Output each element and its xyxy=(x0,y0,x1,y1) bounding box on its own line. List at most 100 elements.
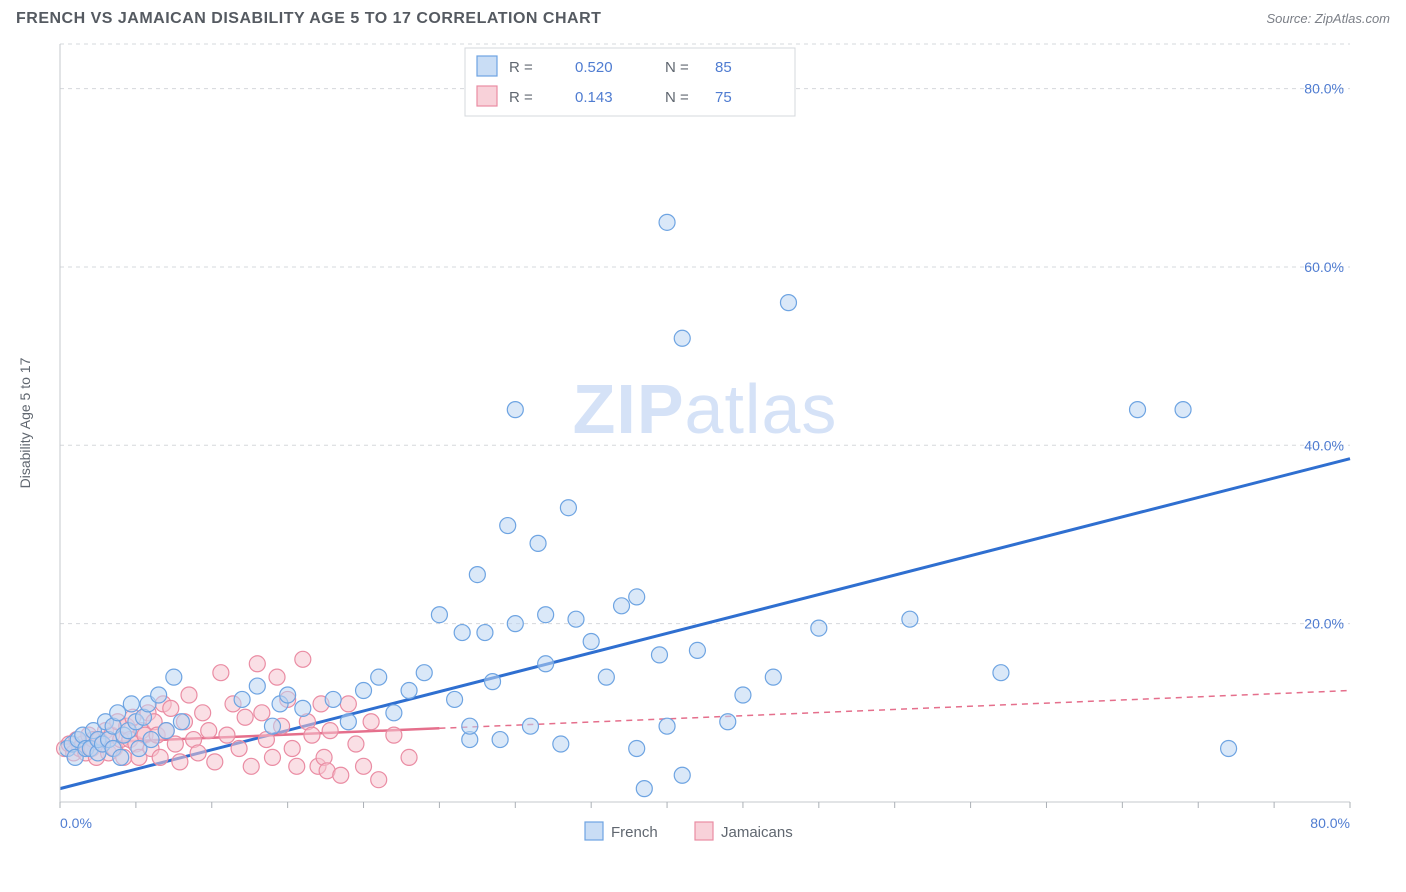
bottom-legend-label: French xyxy=(611,824,658,841)
point-French xyxy=(720,714,736,730)
point-Jamaicans xyxy=(363,714,379,730)
chart-source: Source: ZipAtlas.com xyxy=(1266,11,1390,26)
point-French xyxy=(629,740,645,756)
y-tick-label: 60.0% xyxy=(1304,259,1344,275)
point-French xyxy=(598,669,614,685)
point-French xyxy=(507,616,523,632)
point-French xyxy=(780,295,796,311)
point-French xyxy=(659,718,675,734)
point-French xyxy=(651,647,667,663)
point-French xyxy=(401,683,417,699)
point-Jamaicans xyxy=(207,754,223,770)
point-Jamaicans xyxy=(356,758,372,774)
point-French xyxy=(993,665,1009,681)
point-French xyxy=(522,718,538,734)
legend-R-value: 0.520 xyxy=(575,59,613,76)
y-tick-label: 20.0% xyxy=(1304,616,1344,632)
point-Jamaicans xyxy=(386,727,402,743)
point-French xyxy=(416,665,432,681)
point-French xyxy=(371,669,387,685)
legend-N-label: N = xyxy=(665,59,689,76)
point-French xyxy=(386,705,402,721)
point-French xyxy=(492,732,508,748)
point-French xyxy=(264,718,280,734)
point-Jamaicans xyxy=(340,696,356,712)
point-French xyxy=(462,718,478,734)
point-Jamaicans xyxy=(401,749,417,765)
legend-R-label: R = xyxy=(509,89,533,106)
point-French xyxy=(674,330,690,346)
point-French xyxy=(636,781,652,797)
point-Jamaicans xyxy=(249,656,265,672)
legend-N-label: N = xyxy=(665,89,689,106)
point-French xyxy=(477,625,493,641)
point-French xyxy=(454,625,470,641)
point-French xyxy=(166,669,182,685)
point-French xyxy=(560,500,576,516)
point-French xyxy=(538,607,554,623)
chart-title: FRENCH VS JAMAICAN DISABILITY AGE 5 TO 1… xyxy=(16,10,601,28)
point-French xyxy=(674,767,690,783)
legend-R-value: 0.143 xyxy=(575,89,613,106)
x-end-label: 80.0% xyxy=(1310,815,1350,831)
scatter-chart: 20.0%40.0%60.0%80.0%ZIPatlas0.0%80.0%Dis… xyxy=(10,32,1396,862)
point-Jamaicans xyxy=(243,758,259,774)
point-French xyxy=(629,589,645,605)
point-French xyxy=(530,535,546,551)
point-Jamaicans xyxy=(254,705,270,721)
point-French xyxy=(158,723,174,739)
point-French xyxy=(538,656,554,672)
point-Jamaicans xyxy=(371,772,387,788)
point-French xyxy=(689,642,705,658)
point-French xyxy=(553,736,569,752)
trend-line-Jamaicans-dashed xyxy=(439,691,1350,729)
legend-R-label: R = xyxy=(509,59,533,76)
point-Jamaicans xyxy=(304,727,320,743)
point-French xyxy=(735,687,751,703)
point-French xyxy=(614,598,630,614)
point-Jamaicans xyxy=(284,740,300,756)
point-French xyxy=(507,402,523,418)
point-French xyxy=(295,700,311,716)
y-tick-label: 80.0% xyxy=(1304,81,1344,97)
point-French xyxy=(485,674,501,690)
point-French xyxy=(1221,740,1237,756)
legend-N-value: 75 xyxy=(715,89,732,106)
bottom-legend-swatch-Jamaicans xyxy=(695,822,713,840)
point-Jamaicans xyxy=(201,723,217,739)
point-French xyxy=(325,691,341,707)
point-French xyxy=(811,620,827,636)
point-Jamaicans xyxy=(172,754,188,770)
watermark: ZIPatlas xyxy=(573,370,838,448)
point-French xyxy=(123,696,139,712)
point-Jamaicans xyxy=(213,665,229,681)
point-French xyxy=(659,214,675,230)
point-Jamaicans xyxy=(264,749,280,765)
point-French xyxy=(110,705,126,721)
point-French xyxy=(173,714,189,730)
point-French xyxy=(280,687,296,703)
point-French xyxy=(568,611,584,627)
point-Jamaicans xyxy=(289,758,305,774)
point-Jamaicans xyxy=(333,767,349,783)
point-French xyxy=(1130,402,1146,418)
point-French xyxy=(249,678,265,694)
point-Jamaicans xyxy=(231,740,247,756)
point-Jamaicans xyxy=(237,709,253,725)
point-Jamaicans xyxy=(195,705,211,721)
point-French xyxy=(431,607,447,623)
point-French xyxy=(500,518,516,534)
y-tick-label: 40.0% xyxy=(1304,437,1344,453)
point-Jamaicans xyxy=(163,700,179,716)
point-Jamaicans xyxy=(295,651,311,667)
point-French xyxy=(447,691,463,707)
point-French xyxy=(340,714,356,730)
point-French xyxy=(1175,402,1191,418)
point-French xyxy=(151,687,167,703)
legend-swatch-Jamaicans xyxy=(477,86,497,106)
point-French xyxy=(469,567,485,583)
point-French xyxy=(583,633,599,649)
point-French xyxy=(143,732,159,748)
point-Jamaicans xyxy=(348,736,364,752)
legend-N-value: 85 xyxy=(715,59,732,76)
